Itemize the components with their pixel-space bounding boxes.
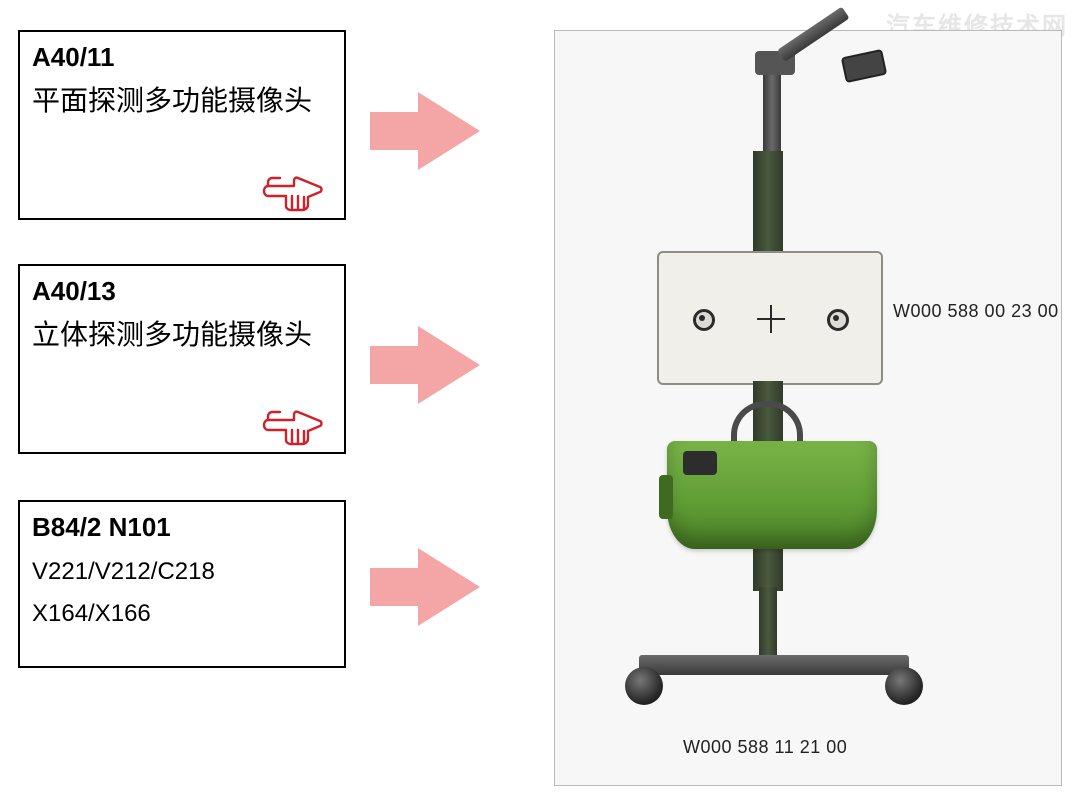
info-code: B84/2 N101 <box>32 512 332 543</box>
device-photo-frame: W000 588 00 23 00 W000 588 11 21 00 <box>554 30 1062 786</box>
part-number-label-1: W000 588 11 21 00 <box>683 737 847 758</box>
arrow-right-icon <box>370 548 480 626</box>
device-mast <box>763 61 781 156</box>
info-desc: 平面探测多功能摄像头 <box>32 83 332 121</box>
calibration-target-board <box>657 251 883 385</box>
info-sub-1: V221/V212/C218 <box>32 553 332 591</box>
pointing-hand-icon <box>262 406 324 446</box>
device-wheel-right <box>885 667 923 705</box>
device-mast-arm <box>777 7 849 62</box>
info-code: A40/13 <box>32 276 332 307</box>
target-dot-left <box>693 309 715 331</box>
part-number-label-0: W000 588 00 23 00 <box>893 301 1059 322</box>
info-desc: 立体探测多功能摄像头 <box>32 317 332 355</box>
info-sub-2: X164/X166 <box>32 595 332 633</box>
device-column-upper <box>753 151 783 251</box>
device-handle <box>731 401 803 441</box>
info-box-1: A40/13 立体探测多功能摄像头 <box>18 264 346 454</box>
arrow-right-icon <box>370 326 480 404</box>
target-crosshair <box>757 305 785 333</box>
device-wheel-left <box>625 667 663 705</box>
info-code: A40/11 <box>32 42 332 73</box>
info-box-2: B84/2 N101 V221/V212/C218 X164/X166 <box>18 500 346 668</box>
arrow-right-icon <box>370 92 480 170</box>
pointing-hand-icon <box>262 172 324 212</box>
info-box-0: A40/11 平面探测多功能摄像头 <box>18 30 346 220</box>
device-base-bar <box>639 655 909 675</box>
device-mast-head <box>841 49 887 83</box>
device-base-stem <box>759 587 777 657</box>
device-knob <box>683 451 717 475</box>
target-dot-right <box>827 309 849 331</box>
